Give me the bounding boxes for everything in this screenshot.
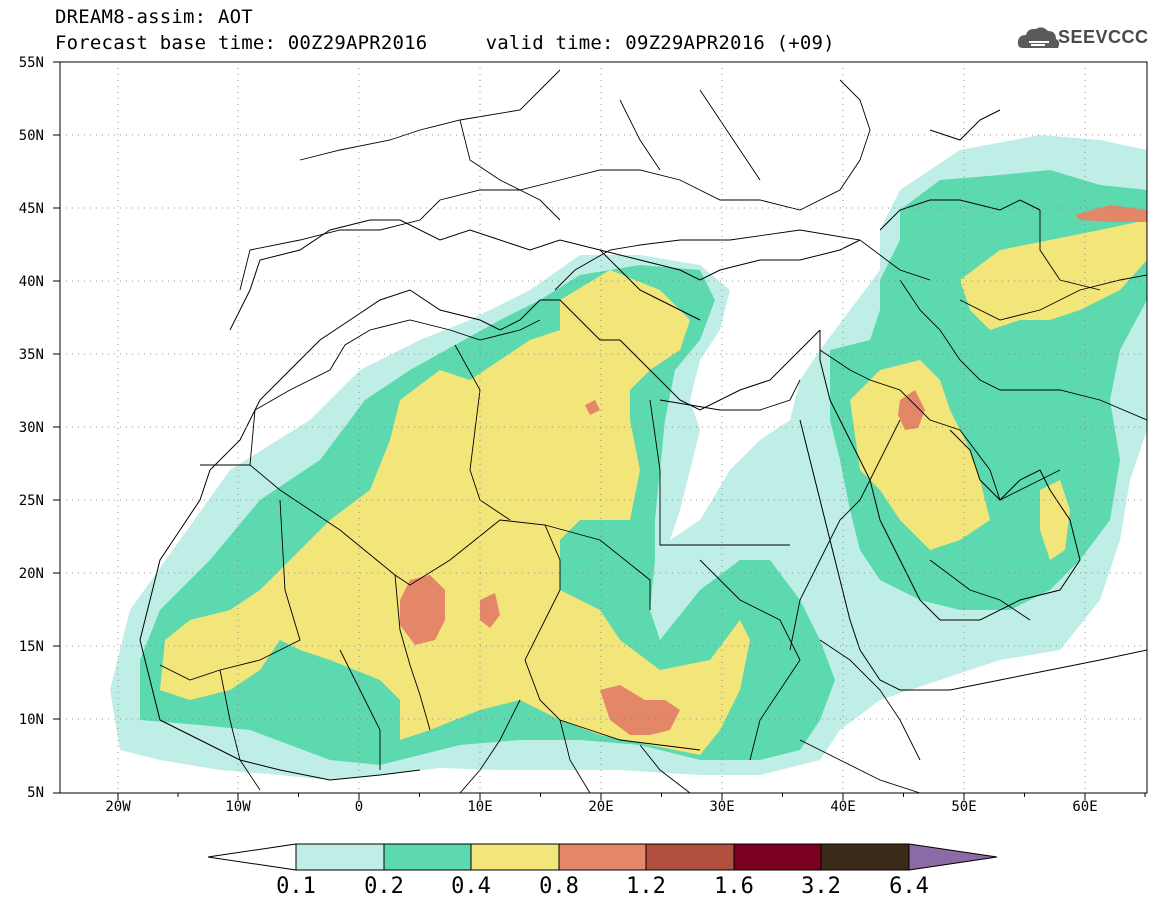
colorbar-label: 0.8 bbox=[539, 874, 579, 899]
lon-label: 40E bbox=[830, 799, 855, 815]
lat-label: 15N bbox=[19, 639, 44, 655]
lon-label: 20E bbox=[588, 799, 613, 815]
colorbar-bin bbox=[645, 843, 735, 871]
colorbar-label: 0.1 bbox=[276, 874, 316, 899]
colorbar-bin bbox=[733, 843, 822, 871]
lat-label: 35N bbox=[19, 347, 44, 363]
colorbar-label: 6.4 bbox=[889, 874, 929, 899]
colorbar bbox=[207, 843, 998, 871]
lat-label: 50N bbox=[19, 128, 44, 144]
lat-label: 40N bbox=[19, 274, 44, 290]
colorbar-label: 0.2 bbox=[364, 874, 404, 899]
lon-label: 10E bbox=[467, 799, 492, 815]
aot-field bbox=[110, 69, 1147, 793]
lon-label: 20W bbox=[105, 799, 131, 815]
lat-label: 45N bbox=[19, 201, 44, 217]
colorbar-labels: 0.1 0.2 0.4 0.8 1.2 1.6 3.2 6.4 bbox=[276, 874, 929, 899]
lon-label: 60E bbox=[1072, 799, 1097, 815]
colorbar-bin bbox=[558, 843, 647, 871]
lon-label: 30E bbox=[709, 799, 734, 815]
map-title: DREAM8-assim: AOT bbox=[55, 6, 253, 28]
colorbar-bin bbox=[295, 843, 385, 871]
colorbar-label: 1.6 bbox=[714, 874, 754, 899]
colorbar-label: 0.4 bbox=[451, 874, 491, 899]
forecast-time-line: Forecast base time: 00Z29APR2016 valid t… bbox=[55, 32, 835, 54]
lat-label: 55N bbox=[19, 55, 44, 71]
lat-label: 10N bbox=[19, 712, 44, 728]
colorbar-low-arrow bbox=[207, 843, 297, 871]
colorbar-bin bbox=[383, 843, 472, 871]
colorbar-bin bbox=[470, 843, 560, 871]
lat-label: 25N bbox=[19, 493, 44, 509]
colorbar-high-arrow bbox=[908, 843, 998, 871]
colorbar-bin bbox=[820, 843, 910, 871]
colorbar-label: 1.2 bbox=[626, 874, 666, 899]
lon-label: 50E bbox=[951, 799, 976, 815]
latitude-labels: 55N 50N 45N 40N 35N 30N 25N 20N 15N 10N … bbox=[19, 55, 44, 801]
longitude-labels: 20W 10W 0 10E 20E 30E 40E 50E 60E bbox=[105, 799, 1097, 815]
lat-label: 30N bbox=[19, 420, 44, 436]
axis-ticks bbox=[53, 61, 1146, 800]
coastlines bbox=[139, 109, 1147, 781]
colorbar-label: 3.2 bbox=[801, 874, 841, 899]
lat-label: 5N bbox=[27, 785, 44, 801]
logo-text: SEEVCCC bbox=[1058, 27, 1149, 47]
cloud-logo-icon bbox=[1017, 27, 1060, 48]
lat-label: 20N bbox=[19, 566, 44, 582]
lon-label: 10W bbox=[225, 799, 251, 815]
lon-label: 0 bbox=[355, 799, 363, 815]
country-borders bbox=[159, 69, 1147, 793]
